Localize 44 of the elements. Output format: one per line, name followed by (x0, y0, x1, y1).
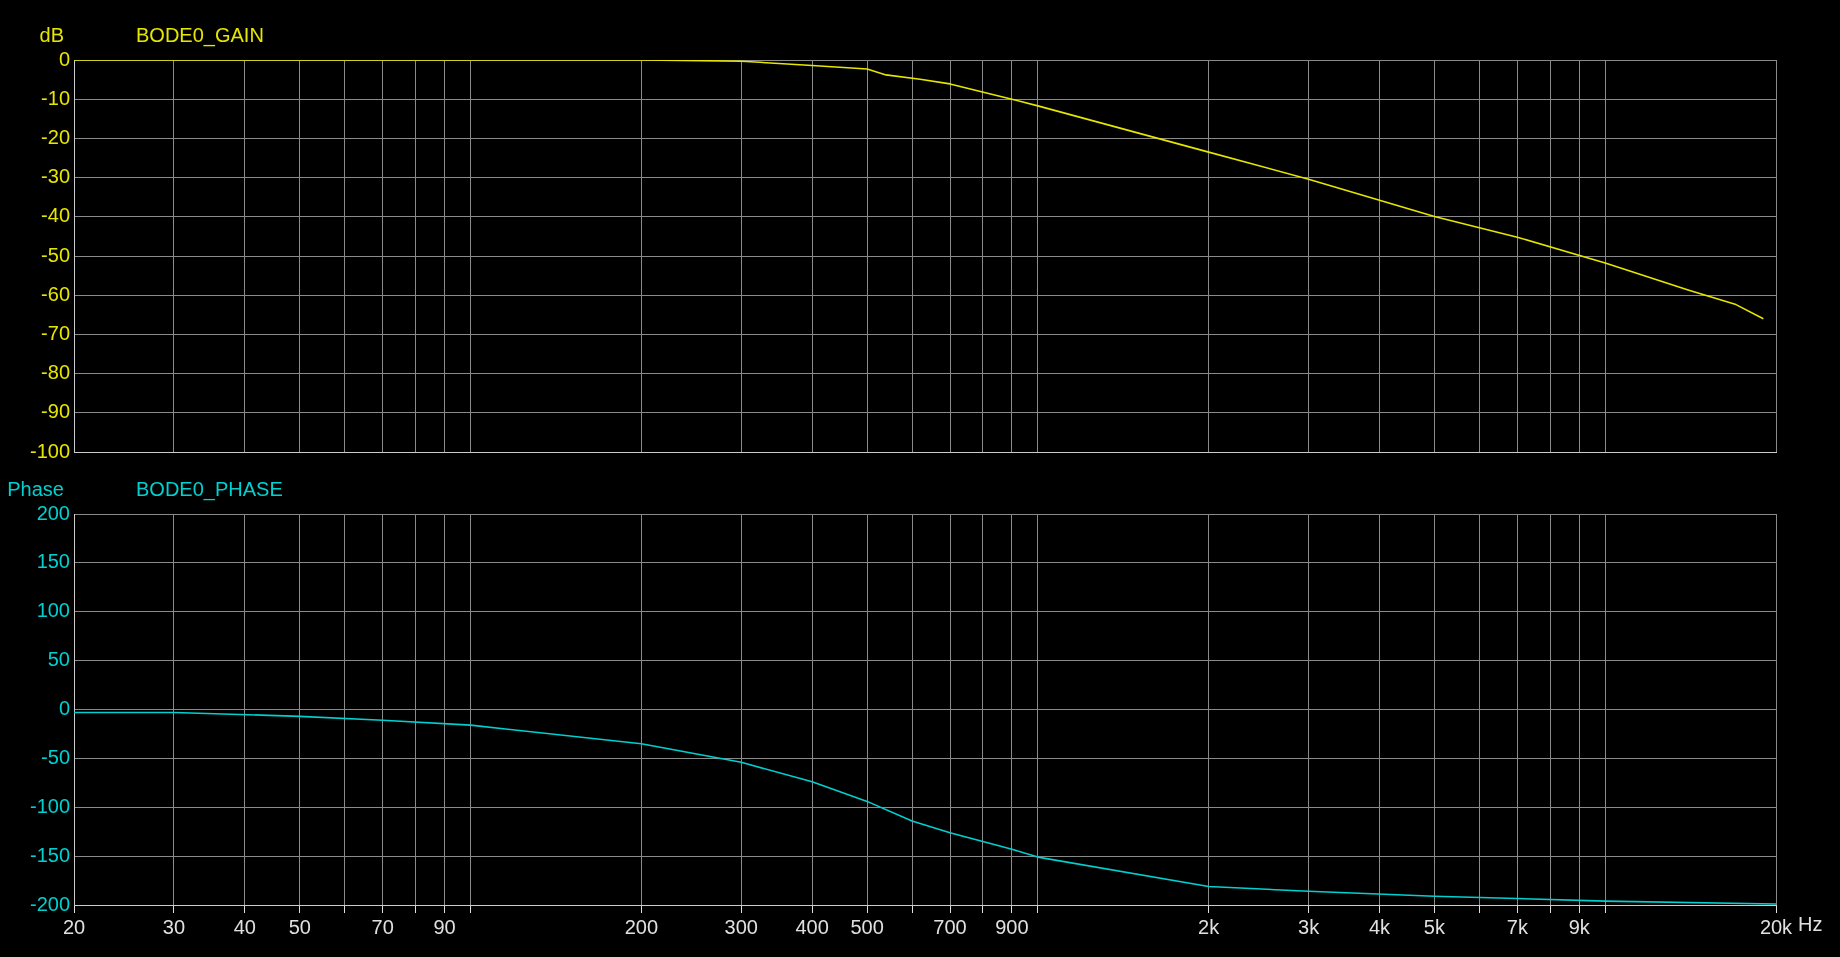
x-tick-label: 50 (288, 915, 311, 938)
x-tick-label: 400 (795, 915, 829, 938)
y-tick-label: 0 (58, 47, 70, 70)
y-tick-label: -70 (41, 321, 70, 344)
y-tick-label: 0 (58, 697, 70, 720)
y-tick-label: -50 (41, 243, 70, 266)
x-tick-label: 3k (1298, 915, 1321, 938)
x-tick-label: 300 (724, 915, 758, 938)
x-tick-label: 5k (1423, 915, 1446, 938)
y-tick-label: 100 (36, 599, 70, 622)
y-axis-title: dB (39, 23, 64, 46)
x-tick-label: 700 (933, 915, 967, 938)
text: BODE0_PHASE (136, 477, 283, 501)
y-tick-label: -90 (41, 400, 70, 423)
y-tick-label: -30 (41, 165, 70, 188)
y-tick-label: 150 (36, 550, 70, 573)
x-tick-label: 4k (1368, 915, 1392, 938)
x-tick-label: 2k (1198, 915, 1221, 938)
x-tick-label: 40 (233, 915, 256, 938)
y-tick-label: -40 (41, 204, 70, 227)
y-tick-label: -80 (41, 361, 70, 384)
y-tick-label: -60 (41, 282, 70, 305)
x-tick-label: 90 (433, 915, 456, 938)
y-tick-label: -20 (41, 125, 70, 148)
x-tick-label: 20 (62, 915, 86, 938)
x-tick-label: 30 (162, 915, 186, 938)
y-tick-label: -200 (29, 892, 70, 915)
x-tick-label: 500 (850, 915, 884, 938)
x-tick-label: 900 (995, 915, 1029, 938)
x-axis-title: Hz (1798, 912, 1823, 935)
y-tick-label: -100 (29, 439, 70, 462)
x-tick-label: 70 (371, 915, 394, 938)
x-tick-label: 7k (1506, 915, 1529, 938)
y-tick-label: -100 (29, 794, 70, 817)
y-tick-label: -50 (41, 745, 70, 768)
y-axis-title: Phase (7, 477, 64, 500)
y-tick-label: -150 (29, 843, 70, 866)
series-label: BODE0_GAIN (136, 23, 264, 47)
x-tick-label: 200 (624, 915, 659, 938)
x-tick-label: 20k (1759, 915, 1794, 938)
y-tick-label: 50 (47, 648, 70, 671)
y-tick-label: -10 (41, 86, 70, 109)
x-tick-label: 9k (1568, 915, 1591, 938)
y-tick-label: 200 (36, 501, 70, 524)
